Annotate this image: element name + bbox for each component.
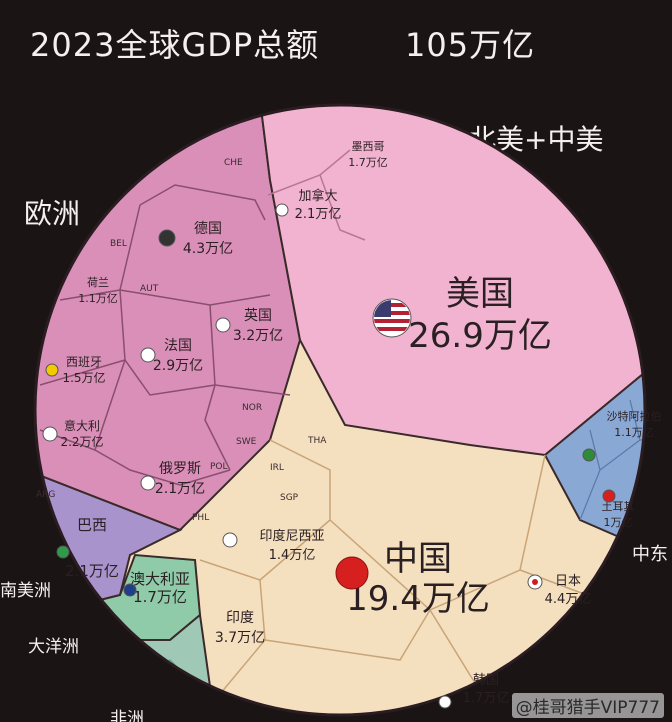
- country-name-10: 俄罗斯: [159, 461, 201, 477]
- spain-flag-icon: [45, 363, 59, 377]
- country-value-2: 4.4万亿: [545, 592, 592, 607]
- country-name-15: 印度尼西亚: [259, 528, 324, 544]
- code-phl: PHL: [192, 513, 209, 523]
- watermark: @桂哥猎手VIP777: [511, 693, 664, 718]
- country-name-3: 德国: [194, 221, 222, 237]
- country-name-5: 英国: [244, 307, 272, 324]
- russia-flag-icon: [140, 475, 156, 491]
- country-name-14: 西班牙: [66, 355, 102, 369]
- country-value-13: 1.7万亿: [348, 156, 388, 169]
- region-label-oceania: 大洋洲: [28, 637, 79, 657]
- country-name-18: 土耳其: [602, 500, 635, 513]
- country-name-6: 法国: [164, 338, 192, 354]
- country-value-0: 26.9万亿: [408, 316, 552, 356]
- france-flag-icon: [140, 347, 156, 363]
- country-value-5: 3.2万亿: [233, 328, 283, 344]
- country-value-17: 1.1万亿: [614, 426, 654, 439]
- country-name-8: 加拿大: [298, 188, 337, 204]
- country-name-13: 墨西哥: [352, 140, 385, 153]
- korea-flag-icon: [438, 695, 452, 709]
- code-nor: NOR: [242, 403, 262, 413]
- indonesia-flag-icon: [222, 532, 238, 548]
- country-value-15: 1.4万亿: [269, 548, 316, 563]
- canada-flag-icon: [275, 203, 289, 217]
- code-che: CHE: [224, 158, 243, 168]
- country-value-10: 2.1万亿: [155, 481, 205, 497]
- country-name-4: 印度: [226, 610, 254, 626]
- country-value-7: 2.2万亿: [60, 434, 103, 449]
- country-value-1: 19.4万亿: [346, 579, 490, 619]
- brazil-flag-icon: [56, 545, 70, 559]
- europe-subdivisions: [39, 184, 291, 486]
- country-name-2: 日本: [555, 574, 581, 589]
- us-flag-icon: [372, 298, 412, 338]
- country-value-4: 3.7万亿: [215, 630, 265, 646]
- italy-flag-icon: [42, 426, 58, 442]
- country-name-7: 意大利: [64, 418, 100, 433]
- country-name-1: 中国: [384, 539, 452, 579]
- chart-title: 2023全球GDP总额: [30, 26, 320, 64]
- country-name-0: 美国: [446, 274, 514, 314]
- country-name-11: 澳大利亚: [130, 570, 190, 588]
- code-sgp: SGP: [280, 493, 299, 503]
- china-flag-icon: [335, 556, 369, 590]
- country-value-9: 2.1万亿: [65, 562, 119, 580]
- country-value-3: 4.3万亿: [183, 241, 233, 257]
- germany-flag-icon: [158, 229, 176, 247]
- country-value-14: 1.5万亿: [62, 370, 105, 385]
- country-value-12: 1.7万亿: [463, 691, 510, 706]
- code-aut: AUT: [140, 284, 159, 294]
- code-bel: BEL: [110, 239, 127, 249]
- code-swe: SWE: [236, 437, 257, 447]
- na-subdivisions: [267, 149, 366, 241]
- australia-flag-icon: [123, 583, 137, 597]
- country-value-8: 2.1万亿: [295, 207, 342, 222]
- country-value-16: 1.1万亿: [78, 292, 118, 305]
- country-name-17: 沙特阿拉伯: [607, 409, 662, 423]
- country-name-16: 荷兰: [87, 276, 109, 289]
- uk-flag-icon: [215, 317, 231, 333]
- country-value-11: 1.7万亿: [133, 588, 187, 606]
- region-label-europe: 欧洲: [24, 197, 81, 230]
- code-tha: THA: [307, 436, 327, 446]
- country-value-6: 2.9万亿: [153, 358, 203, 374]
- country-name-12: 韩国: [473, 673, 499, 688]
- total-value: 105万亿: [405, 26, 536, 64]
- code-pol: POL: [210, 462, 228, 472]
- country-name-9: 巴西: [77, 516, 107, 534]
- code-arg: ARG: [36, 490, 55, 500]
- region-label-africa: 非洲: [110, 709, 144, 722]
- me-subdivisions: [579, 399, 645, 521]
- turkey-flag-icon: [602, 489, 616, 503]
- country-value-18: 1万亿: [604, 516, 633, 529]
- region-label-middle-east: 中东: [632, 544, 668, 565]
- code-irl: IRL: [270, 463, 284, 473]
- region-label-south-america: 南美洲: [0, 581, 51, 601]
- saudi-flag-icon: [582, 448, 596, 462]
- chart-outline: [33, 103, 647, 717]
